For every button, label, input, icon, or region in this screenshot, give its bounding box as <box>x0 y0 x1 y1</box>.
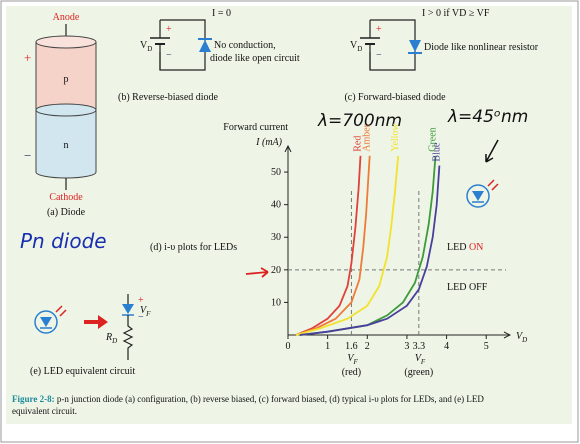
current-label: I > 0 if VD ≥ VF <box>422 8 490 19</box>
chart-title: (d) i-υ plots for LEDs <box>150 242 237 253</box>
vf-note: (green) <box>404 367 433 378</box>
y-tick-label: 40 <box>271 200 281 211</box>
y-tick-label: 50 <box>271 167 281 178</box>
caption-c: (c) Forward-biased diode <box>344 92 446 103</box>
plus: + <box>376 24 382 35</box>
figure: Anode Cathode p n + − (a) Diode Pn diode… <box>0 0 580 444</box>
n-label: n <box>64 140 69 151</box>
x-tick-label: 1 <box>325 341 330 352</box>
current-label: I = 0 <box>212 8 231 19</box>
y-axis-label: Forward current <box>223 122 288 133</box>
p-label: p <box>64 74 69 85</box>
note: Diode like nonlinear resistor <box>424 42 539 53</box>
plus: + <box>166 24 172 35</box>
vf-tick-label: 1.6 <box>345 341 358 352</box>
x-tick-label: 2 <box>365 341 370 352</box>
cathode-label: Cathode <box>49 192 83 203</box>
handwritten-note: λ=45ᵒnm <box>447 107 528 127</box>
vf-note: (red) <box>342 367 361 378</box>
x-tick-label: 3 <box>404 341 409 352</box>
x-tick-label: 0 <box>286 341 291 352</box>
region-label: LED ON <box>447 242 483 253</box>
plus: + <box>24 50 31 65</box>
figure-caption: Figure 2-8: p-n junction diode (a) confi… <box>12 394 484 404</box>
note: No conduction, <box>214 40 276 51</box>
region-label: LED OFF <box>447 282 488 293</box>
y-axis-label: I (mA) <box>255 137 282 148</box>
caption-e: (e) LED equivalent circuit <box>30 366 135 377</box>
caption-a: (a) Diode <box>47 207 86 218</box>
vf-symbol-sub: F <box>353 358 359 366</box>
vf-tick-label: 3.3 <box>413 341 426 352</box>
series-label: Amber <box>362 123 373 151</box>
figure-caption: equivalent circuit. <box>12 406 77 416</box>
handwritten-note: Pn diode <box>20 229 107 253</box>
y-tick-label: 30 <box>271 232 281 243</box>
y-tick-label: 20 <box>271 265 281 276</box>
minus: − <box>166 50 172 61</box>
minus: − <box>24 148 31 163</box>
anode-label: Anode <box>53 12 80 23</box>
x-tick-label: 4 <box>444 341 449 352</box>
caption-b: (b) Reverse-biased diode <box>118 92 219 103</box>
series-label: Yellow <box>390 123 401 152</box>
note: diode like open circuit <box>210 53 300 64</box>
minus: − <box>376 50 382 61</box>
vf-symbol-sub: F <box>420 358 426 366</box>
series-label: Blue <box>431 142 442 161</box>
y-tick-label: 10 <box>271 297 281 308</box>
x-tick-label: 5 <box>484 341 489 352</box>
